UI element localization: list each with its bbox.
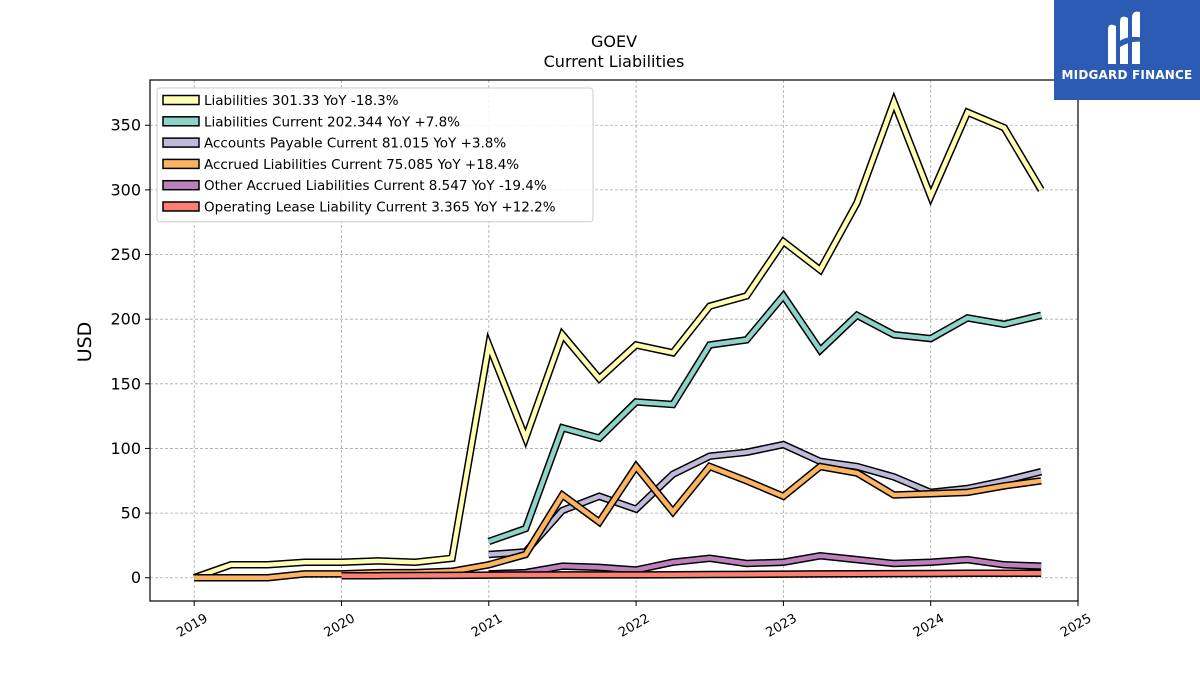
legend-label: Accounts Payable Current 81.015 YoY +3.8… [204, 136, 506, 152]
x-tick-label: 2021 [469, 611, 505, 641]
y-tick-label: 200 [110, 310, 141, 329]
y-axis-label: USD [74, 322, 96, 363]
x-tick-label: 2024 [911, 611, 947, 641]
legend-label: Liabilities Current 202.344 YoY +7.8% [204, 114, 460, 130]
y-tick-label: 50 [121, 504, 141, 523]
y-tick-label: 300 [110, 180, 141, 199]
y-tick-label: 150 [110, 374, 141, 393]
chart-subtitle: Current Liabilities [544, 52, 685, 71]
legend-swatch [162, 158, 200, 170]
y-tick-label: 0 [131, 568, 141, 587]
x-tick-label: 2023 [764, 611, 800, 641]
midgard-logo-icon [1108, 11, 1144, 65]
chart-title: GOEV [591, 32, 637, 51]
legend-swatch [162, 94, 200, 106]
legend-label: Accrued Liabilities Current 75.085 YoY +… [204, 157, 519, 173]
series-line-3 [194, 462, 1042, 580]
series-line-5 [341, 571, 1042, 579]
y-tick-label: 250 [110, 245, 141, 264]
legend: Liabilities 301.33 YoY -18.3% Liabilities… [156, 87, 594, 223]
midgard-finance-logo: MIDGARD FINANCE [1054, 0, 1200, 100]
y-tick-label: 350 [110, 116, 141, 135]
legend-swatch [162, 201, 200, 212]
x-tick-label: 2020 [322, 611, 358, 641]
legend-swatch [162, 179, 200, 191]
legend-box [156, 87, 594, 223]
legend-label: Liabilities 301.33 YoY -18.3% [204, 93, 399, 109]
legend-swatch [162, 116, 200, 127]
series-lines [192, 91, 1045, 582]
plot-frame [149, 79, 1079, 602]
x-tick-label: 2019 [174, 611, 210, 641]
series-line-0 [193, 95, 1044, 580]
y-tick-label: 100 [110, 439, 141, 458]
legend-swatch [162, 137, 200, 148]
x-tick-label: 2022 [616, 611, 652, 641]
x-tick-label: 2025 [1058, 611, 1094, 641]
legend-label: Operating Lease Liability Current 3.365 … [204, 200, 556, 216]
legend-label: Other Accrued Liabilities Current 8.547 … [204, 178, 547, 194]
series-line-4 [488, 553, 1042, 577]
series-line-1 [488, 292, 1042, 544]
logo-text: MIDGARD FINANCE [1061, 68, 1193, 82]
